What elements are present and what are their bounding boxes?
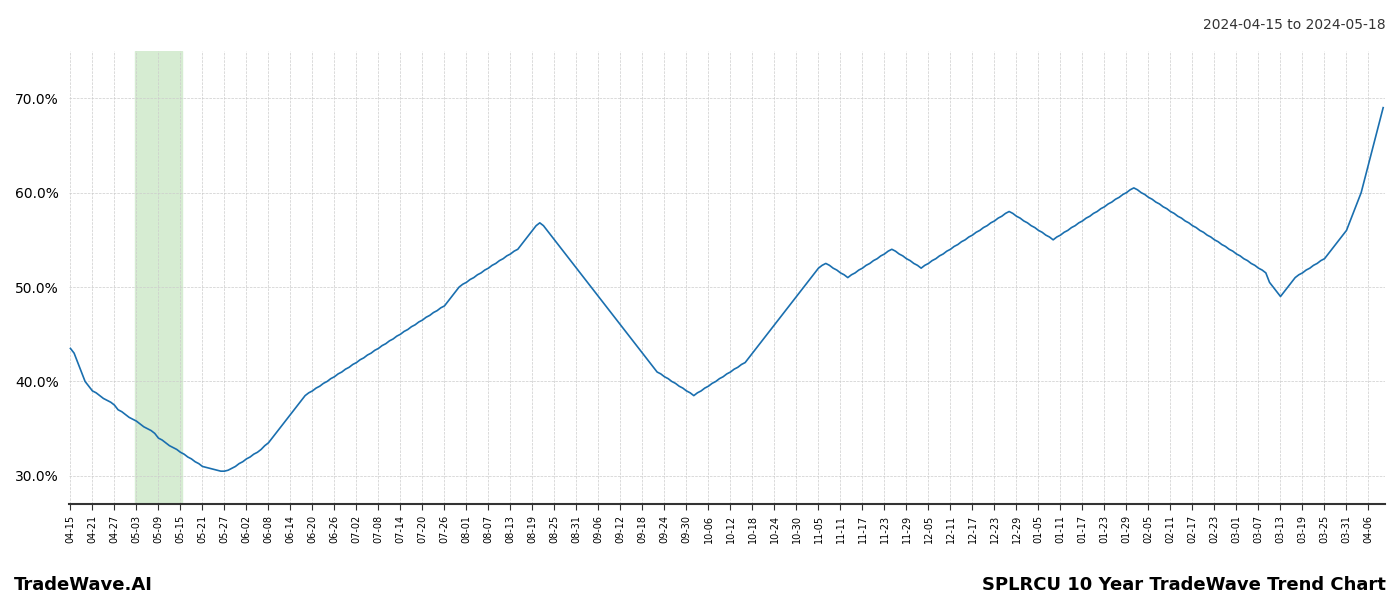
Text: SPLRCU 10 Year TradeWave Trend Chart: SPLRCU 10 Year TradeWave Trend Chart <box>983 576 1386 594</box>
Text: TradeWave.AI: TradeWave.AI <box>14 576 153 594</box>
Bar <box>134 51 182 504</box>
Text: 2024-04-15 to 2024-05-18: 2024-04-15 to 2024-05-18 <box>1204 18 1386 32</box>
